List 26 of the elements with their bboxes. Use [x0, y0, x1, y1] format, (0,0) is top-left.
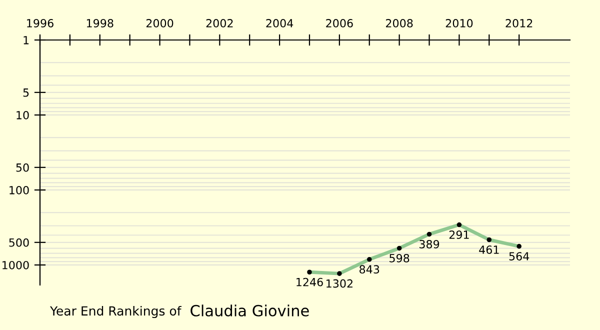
x-tick-label: 2002	[206, 19, 233, 28]
text: Claudia Giovine	[190, 304, 309, 316]
x-tick-label: 2006	[326, 19, 353, 28]
x-tick-label: 2004	[266, 19, 294, 28]
y-tick-label: 10	[16, 110, 29, 120]
y-tick-label: 1000	[2, 260, 29, 270]
text: Year End Rankings of	[50, 306, 182, 318]
x-tick-label: 2012	[506, 19, 532, 28]
data-label: 598	[390, 254, 410, 262]
y-tick-label: 5	[23, 88, 29, 97]
data-label: 461	[479, 246, 499, 254]
y-tick-label: 100	[10, 186, 29, 194]
data-label: 1246	[296, 278, 323, 286]
data-label: 1302	[326, 279, 352, 288]
y-tick-label: 50	[16, 163, 29, 172]
x-tick-label: 2000	[146, 19, 174, 28]
data-label: 564	[509, 252, 530, 260]
y-tick-label: 1	[24, 36, 29, 44]
x-tick-label: 2010	[446, 19, 473, 28]
x-tick-label: 1998	[86, 19, 114, 28]
data-label: 843	[360, 265, 380, 274]
x-tick-label: 2008	[386, 19, 413, 28]
x-tick-label: 1996	[27, 19, 54, 28]
data-label: 291	[449, 230, 469, 239]
y-tick-label: 500	[9, 238, 29, 247]
data-label: 389	[420, 240, 440, 248]
